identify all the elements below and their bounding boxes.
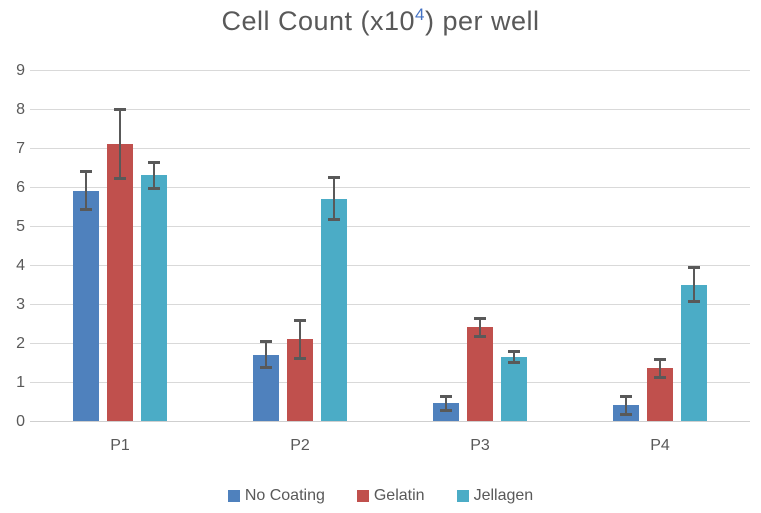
error-bar-jellagen-p3-cap-top xyxy=(508,349,520,353)
error-bar-gelatin-p1-line xyxy=(119,109,121,180)
chart-title: Cell Count (x104) per well xyxy=(0,6,761,37)
legend-label-no-coating: No Coating xyxy=(244,487,325,504)
bar-jellagen-p3 xyxy=(501,356,527,421)
gridline-2 xyxy=(30,343,750,344)
error-bar-gelatin-p2-cap-bottom xyxy=(294,356,306,360)
error-bar-gelatin-p3-cap-bottom xyxy=(474,335,486,339)
y-tick-label-7: 7 xyxy=(16,139,25,157)
gridline-3 xyxy=(30,304,750,305)
error-bar-no-coating-p1-cap-top xyxy=(80,170,92,174)
legend-item-gelatin: Gelatin xyxy=(356,487,425,505)
error-bar-gelatin-p4-cap-top xyxy=(654,357,666,361)
error-bar-no-coating-p4-cap-top xyxy=(620,394,632,398)
error-bar-no-coating-p3-cap-top xyxy=(440,394,452,398)
bar-gelatin-p3 xyxy=(467,327,493,421)
chart-title-prefix: Cell Count (x10 xyxy=(221,6,416,36)
x-tick-label-p3: P3 xyxy=(470,437,490,454)
x-tick-label-p1: P1 xyxy=(110,437,130,454)
error-bar-jellagen-p2-cap-top xyxy=(328,176,340,180)
error-bar-jellagen-p1-line xyxy=(153,161,155,189)
gridline-8 xyxy=(30,109,750,110)
x-tick-label-p2: P2 xyxy=(290,437,310,454)
y-tick-label-6: 6 xyxy=(16,178,25,196)
y-tick-label-5: 5 xyxy=(16,217,25,235)
y-tick-label-2: 2 xyxy=(16,334,25,352)
error-bar-jellagen-p3-line xyxy=(513,350,515,363)
gridline-1 xyxy=(30,382,750,383)
error-bar-no-coating-p2-cap-top xyxy=(260,340,272,344)
error-bar-no-coating-p4-line xyxy=(625,395,627,416)
gridline-5 xyxy=(30,226,750,227)
error-bar-gelatin-p1-cap-top xyxy=(114,108,126,111)
error-bar-no-coating-p1-line xyxy=(85,171,87,211)
error-bar-jellagen-p3-cap-bottom xyxy=(508,360,520,364)
bar-jellagen-p4 xyxy=(681,284,707,421)
bar-no-coating-p1 xyxy=(73,190,99,421)
gridline-6 xyxy=(30,187,750,188)
legend-label-gelatin: Gelatin xyxy=(373,487,425,504)
error-bar-no-coating-p3-cap-bottom xyxy=(440,409,452,413)
error-bar-gelatin-p2-line xyxy=(299,319,301,359)
error-bar-gelatin-p4-cap-bottom xyxy=(654,376,666,380)
bar-jellagen-p2 xyxy=(321,198,347,421)
legend-swatch-jellagen xyxy=(456,490,469,502)
error-bar-jellagen-p1-cap-bottom xyxy=(148,186,160,190)
chart-title-superscript: 4 xyxy=(415,5,426,24)
error-bar-gelatin-p3-line xyxy=(479,317,481,338)
error-bar-jellagen-p1-cap-top xyxy=(148,160,160,164)
y-tick-label-9: 9 xyxy=(16,61,25,79)
gridline-4 xyxy=(30,265,750,266)
error-bar-jellagen-p2-line xyxy=(333,177,335,221)
legend: No Coating Gelatin Jellagen xyxy=(0,487,761,505)
error-bar-jellagen-p4-cap-top xyxy=(688,265,700,269)
gridline-7 xyxy=(30,148,750,149)
bar-gelatin-p1 xyxy=(107,144,133,421)
y-tick-label-1: 1 xyxy=(16,373,25,391)
error-bar-gelatin-p2-cap-top xyxy=(294,318,306,322)
x-tick-label-p4: P4 xyxy=(650,437,670,454)
y-tick-label-4: 4 xyxy=(16,256,25,274)
x-axis-line xyxy=(30,421,750,422)
error-bar-gelatin-p4-line xyxy=(659,358,661,379)
error-bar-no-coating-p3-line xyxy=(445,395,447,412)
legend-item-no-coating: No Coating xyxy=(227,487,325,505)
legend-label-jellagen: Jellagen xyxy=(473,487,534,504)
error-bar-no-coating-p1-cap-bottom xyxy=(80,208,92,212)
gridline-9 xyxy=(30,70,750,71)
error-bar-no-coating-p2-cap-bottom xyxy=(260,366,272,370)
legend-item-jellagen: Jellagen xyxy=(456,487,534,505)
error-bar-no-coating-p4-cap-bottom xyxy=(620,413,632,417)
legend-swatch-gelatin xyxy=(356,490,369,502)
bar-jellagen-p1 xyxy=(141,175,167,421)
chart-title-suffix: ) per well xyxy=(425,6,540,36)
error-bar-no-coating-p2-line xyxy=(265,341,267,369)
error-bar-jellagen-p4-line xyxy=(693,266,695,303)
y-tick-label-3: 3 xyxy=(16,295,25,313)
error-bar-gelatin-p1-cap-bottom xyxy=(114,177,126,181)
error-bar-gelatin-p3-cap-top xyxy=(474,316,486,320)
error-bar-jellagen-p2-cap-bottom xyxy=(328,218,340,222)
error-bar-jellagen-p4-cap-bottom xyxy=(688,300,700,304)
y-tick-label-0: 0 xyxy=(16,412,25,430)
legend-swatch-no-coating xyxy=(227,490,240,502)
y-tick-label-8: 8 xyxy=(16,100,25,118)
